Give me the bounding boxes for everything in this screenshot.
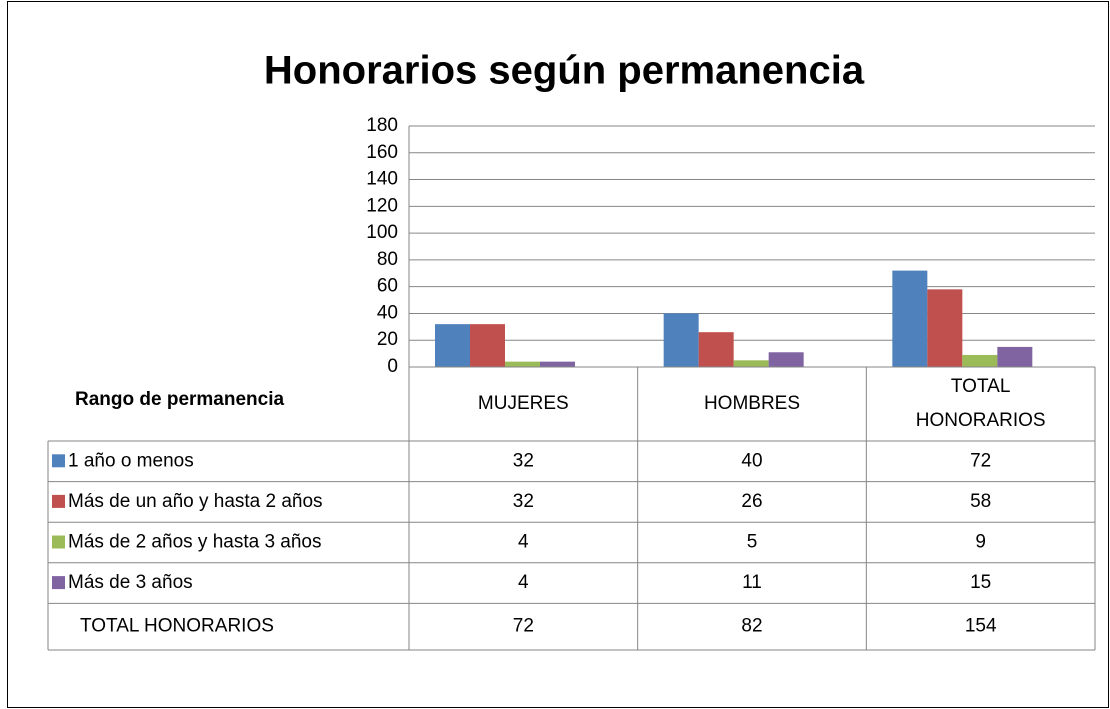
table-value: 58	[970, 491, 991, 512]
bar	[698, 332, 734, 367]
table-value: 9	[975, 532, 986, 553]
table-value: 154	[965, 616, 997, 637]
y-tick-label: 140	[366, 169, 398, 190]
x-axis-label: Rango de permanencia	[75, 389, 284, 410]
bar	[892, 270, 928, 367]
x-tick-label: TOTAL HONORARIOS	[915, 376, 1046, 431]
bar	[927, 289, 963, 367]
table-value: 5	[747, 532, 758, 553]
bar	[470, 324, 505, 367]
bar	[768, 352, 804, 367]
legend-key	[52, 454, 65, 468]
table-value: 4	[518, 532, 529, 553]
bar	[540, 361, 575, 367]
legend-key	[52, 576, 65, 590]
y-tick-label: 100	[366, 222, 398, 243]
y-tick-label: 80	[377, 249, 398, 270]
table-value: 26	[741, 491, 762, 512]
legend-key	[52, 535, 65, 549]
table-value: 40	[741, 450, 762, 471]
table-value: 11	[742, 572, 762, 593]
legend-label: Más de un año y hasta 2 años	[68, 491, 323, 512]
table-value: 82	[741, 616, 762, 637]
table-value: 72	[513, 616, 534, 637]
category-header: MUJERES	[477, 393, 569, 414]
y-tick-label: 60	[377, 276, 398, 297]
category-header: TOTAL HONORARIOS	[915, 376, 1046, 431]
x-tick-label: HOMBRES	[703, 393, 801, 414]
y-tick-label: 160	[366, 142, 398, 163]
table-value: 72	[970, 450, 991, 471]
table-value: 15	[970, 572, 991, 593]
legend-label: 1 año o menos	[68, 450, 194, 471]
bar	[962, 354, 998, 367]
table-value: 4	[518, 572, 529, 593]
x-tick-label: MUJERES	[477, 393, 569, 414]
y-tick-label: 0	[387, 356, 398, 377]
bar	[663, 313, 699, 367]
chart-title: Honorarios según permanencia	[264, 49, 865, 93]
bar	[997, 346, 1033, 367]
bar	[435, 324, 470, 367]
y-tick-label: 180	[366, 115, 398, 136]
table-value: 32	[513, 450, 534, 471]
table-value: 32	[513, 491, 534, 512]
total-label: TOTAL HONORARIOS	[80, 616, 274, 637]
y-tick-label: 120	[366, 195, 398, 216]
y-tick-label: 40	[377, 302, 398, 323]
category-header: HOMBRES	[703, 393, 801, 414]
legend-label: Más de 2 años y hasta 3 años	[68, 532, 322, 553]
y-tick-label: 20	[377, 329, 398, 350]
legend-key	[52, 494, 65, 508]
bar	[505, 361, 540, 367]
legend-label: Más de 3 años	[68, 572, 193, 593]
bar	[733, 360, 769, 367]
